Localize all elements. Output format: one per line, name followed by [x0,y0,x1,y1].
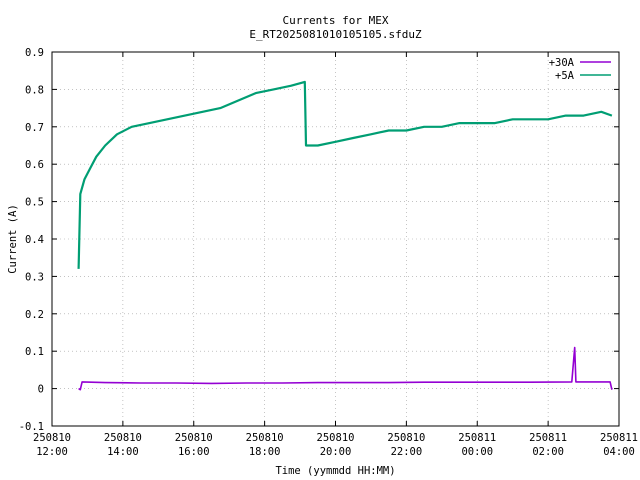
y-tick-label: 0.5 [25,197,44,209]
x-axis-ticks: 250810 12:00 250810 14:00 250810 16:00 250810 1… [33,52,638,458]
data-series [77,80,613,391]
y-axis-label: Current (A) [7,204,19,274]
x-tick-date-label: 250811 [600,432,638,444]
legend-label: +5A [555,70,575,82]
x-tick-date-label: 250810 [33,432,71,444]
y-tick-label: 0 [38,384,44,396]
y-tick-label: 0.7 [25,122,44,134]
series-line-30A [78,346,613,391]
legend-label: +30A [549,57,575,69]
y-tick-label: 0.4 [25,234,44,246]
chart-subtitle: E_RT2025081010105105.sfduZ [249,28,422,41]
y-tick-label: 0.6 [25,159,44,171]
x-tick-date-label: 250810 [246,432,284,444]
y-tick-label: -0.1 [19,421,44,433]
y-tick-label: 0.3 [25,271,44,283]
x-tick-time-label: 12:00 [36,446,68,458]
y-tick-label: 0.9 [25,47,44,59]
x-tick-date-label: 250810 [175,432,213,444]
x-tick-time-label: 14:00 [107,446,139,458]
y-axis-ticks: -0.1 0 0.1 0.2 0.3 0.4 0.5 0.6 0.7 0.8 0.9 [19,47,619,433]
x-tick-date-label: 250811 [458,432,496,444]
y-tick-label: 0.2 [25,309,44,321]
x-tick-time-label: 22:00 [391,446,423,458]
x-tick-time-label: 04:00 [603,446,635,458]
x-tick-date-label: 250810 [387,432,425,444]
y-tick-label: 0.8 [25,84,44,96]
x-tick-time-label: 02:00 [532,446,564,458]
x-tick-date-label: 250811 [529,432,567,444]
chart-title: Currents for MEX [283,14,389,27]
x-tick-date-label: 250810 [104,432,142,444]
x-tick-time-label: 16:00 [178,446,210,458]
x-tick-time-label: 20:00 [320,446,352,458]
x-tick-time-label: 00:00 [461,446,493,458]
legend: +30A+5A [549,57,611,82]
x-axis-label: Time (yymmdd HH:MM) [275,465,395,477]
x-tick-time-label: 18:00 [249,446,281,458]
series-line-5A [77,80,613,269]
y-tick-label: 0.1 [25,346,44,358]
grid-lines [52,52,619,426]
x-tick-date-label: 250810 [317,432,355,444]
